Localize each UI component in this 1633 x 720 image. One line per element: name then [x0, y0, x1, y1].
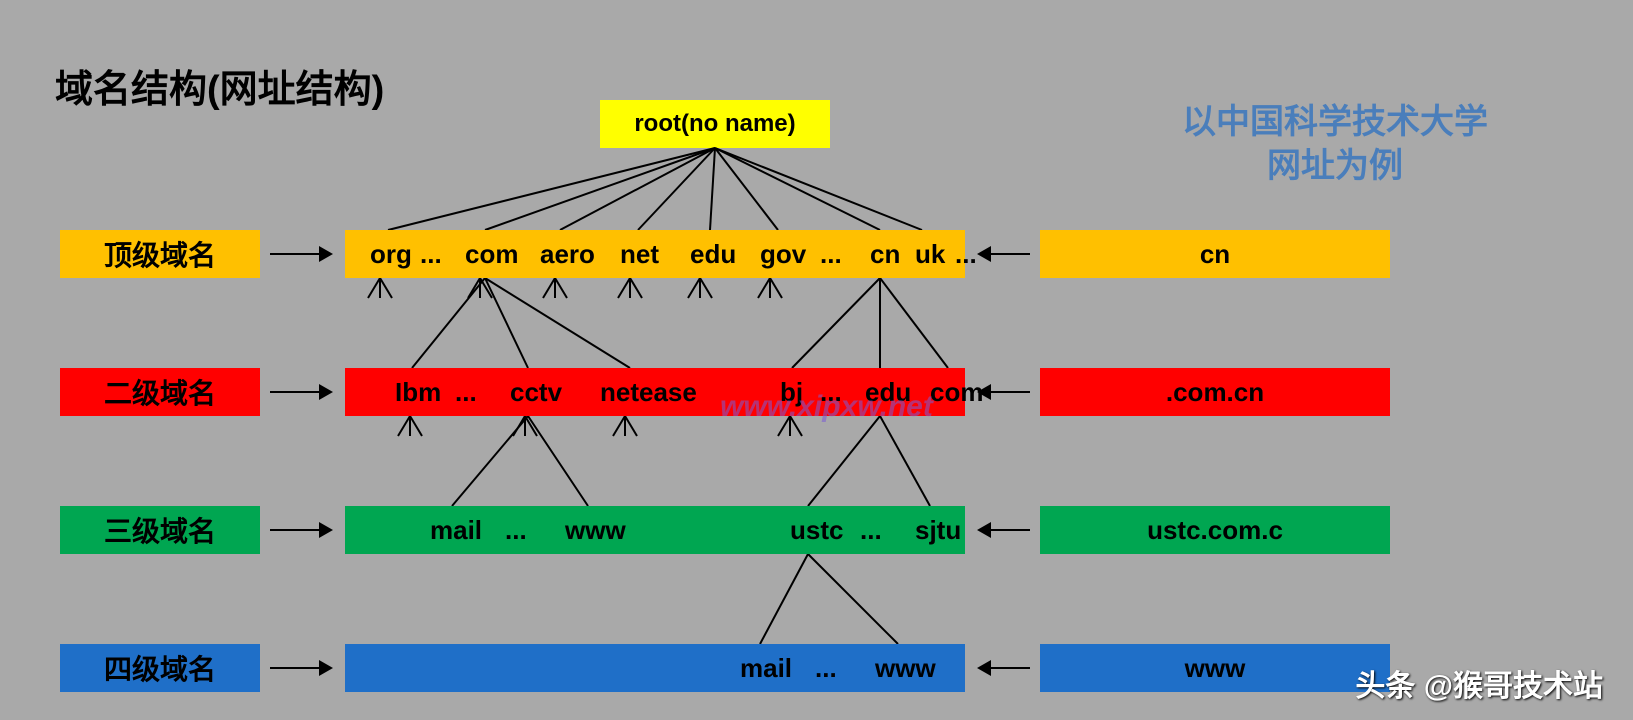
domain-item: ... [505, 506, 527, 554]
domain-item: www [875, 644, 936, 692]
arrow-right-0 [270, 253, 331, 255]
domain-item: com [465, 230, 518, 278]
level-label-3: 四级域名 [60, 644, 260, 692]
domain-item: net [620, 230, 659, 278]
root-node: root(no name) [600, 100, 830, 148]
domain-item: Ibm [395, 368, 441, 416]
arrow-left-0 [979, 253, 1030, 255]
level-label-1: 二级域名 [60, 368, 260, 416]
subtitle-line1: 以中国科学技术大学 [1182, 103, 1488, 141]
domain-item: netease [600, 368, 697, 416]
arrow-left-2 [979, 529, 1030, 531]
domain-item: ... [815, 644, 837, 692]
diagram-canvas: 域名结构(网址结构) 以中国科学技术大学 网址为例 root(no name) … [0, 0, 1633, 720]
level-label-2: 三级域名 [60, 506, 260, 554]
domain-item: sjtu [915, 506, 961, 554]
domain-item: mail [430, 506, 482, 554]
arrow-left-3 [979, 667, 1030, 669]
footer-attribution: 头条 @猴哥技术站 [1355, 661, 1603, 705]
domain-item: edu [690, 230, 736, 278]
example-box-2: ustc.com.c [1040, 506, 1390, 554]
domain-item: mail [740, 644, 792, 692]
arrow-right-1 [270, 391, 331, 393]
domain-item: gov [760, 230, 806, 278]
arrow-right-3 [270, 667, 331, 669]
arrow-left-1 [979, 391, 1030, 393]
domain-item: ... [455, 368, 477, 416]
domain-item: ... [955, 230, 977, 278]
example-box-3: www [1040, 644, 1390, 692]
domain-item: cn [870, 230, 900, 278]
domain-item: ustc [790, 506, 843, 554]
domain-item: ... [420, 230, 442, 278]
subtitle-line2: 网址为例 [1267, 147, 1403, 185]
domain-item: ... [820, 230, 842, 278]
example-box-0: cn [1040, 230, 1390, 278]
domain-item: www [565, 506, 626, 554]
domain-item: uk [915, 230, 945, 278]
watermark-text: www.xipxw.net [720, 390, 933, 424]
domain-item: com [930, 368, 983, 416]
domain-item: cctv [510, 368, 562, 416]
example-subtitle: 以中国科学技术大学 网址为例 [1090, 100, 1580, 188]
page-title: 域名结构(网址结构) [55, 58, 384, 113]
level-row-3 [345, 644, 965, 692]
level-label-0: 顶级域名 [60, 230, 260, 278]
example-box-1: .com.cn [1040, 368, 1390, 416]
domain-item: ... [860, 506, 882, 554]
domain-item: aero [540, 230, 595, 278]
domain-item: org [370, 230, 412, 278]
arrow-right-2 [270, 529, 331, 531]
